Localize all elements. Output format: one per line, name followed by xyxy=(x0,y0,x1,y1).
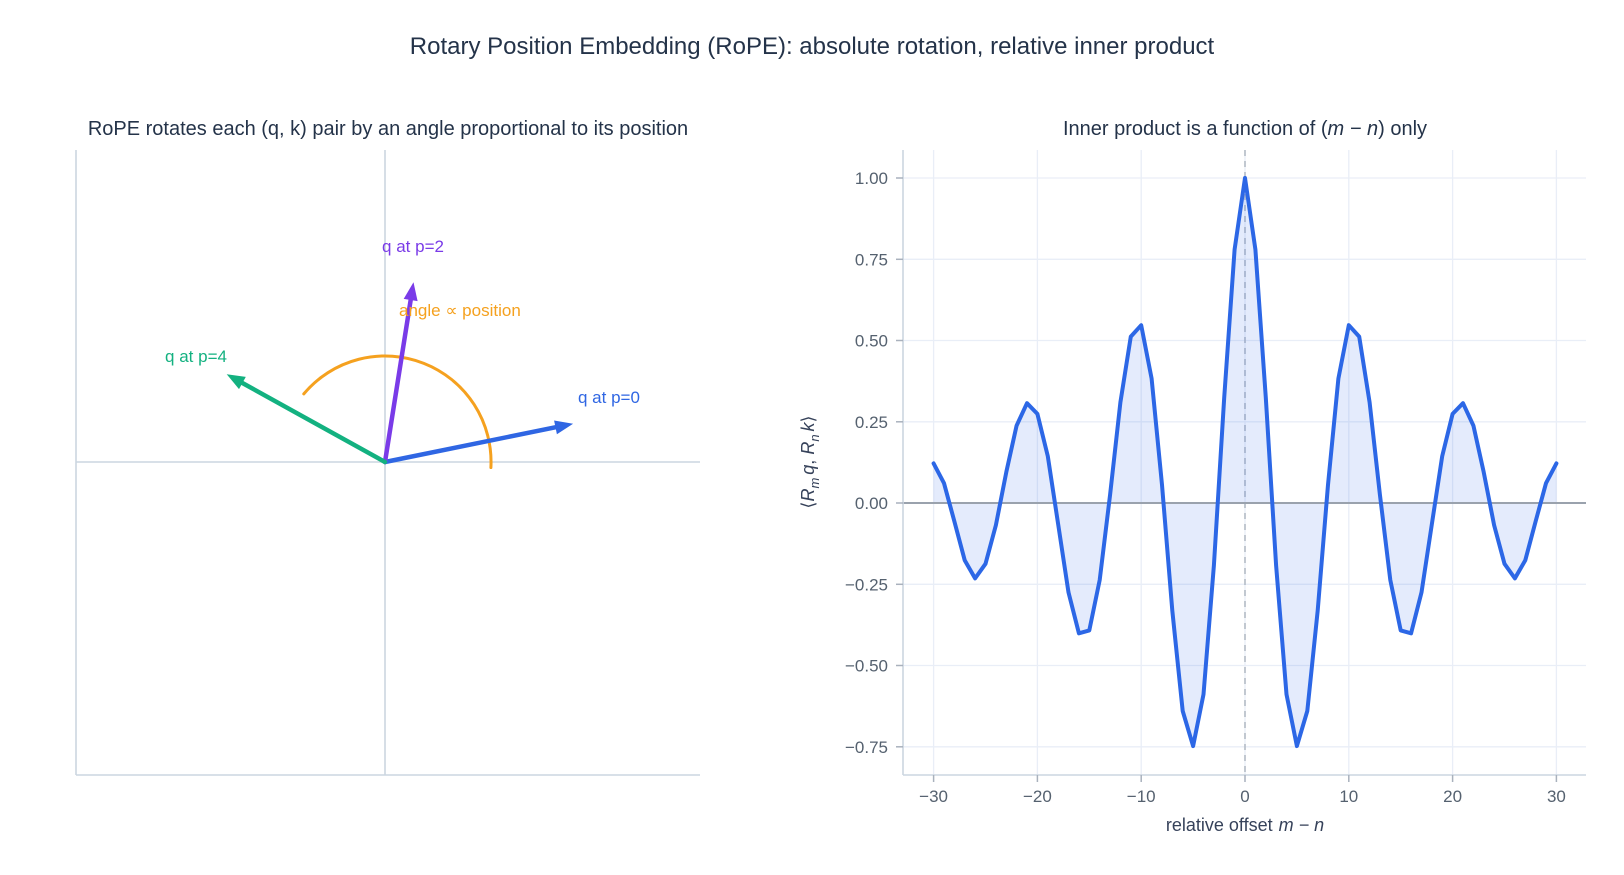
ylabel-R2: R xyxy=(798,441,819,455)
right-panel-title: Inner product is a function of (m − n) o… xyxy=(1063,118,1427,141)
y-axis-label: ⟨Rmq, Rnk⟩ xyxy=(798,415,822,508)
qk-vector-p2 xyxy=(382,291,414,465)
arrow-head-p2 xyxy=(403,282,418,302)
arrow-head-p4 xyxy=(226,374,246,390)
y-tick-label: 1.00 xyxy=(855,169,888,188)
qk-vector-p4 xyxy=(234,377,388,465)
right-panel-title-post: ) only xyxy=(1378,118,1428,140)
ylabel-R1: R xyxy=(798,488,819,502)
y-tick-label: 0.25 xyxy=(855,413,888,432)
ylabel-sep: , xyxy=(798,454,819,465)
ylabel-q: q xyxy=(798,464,819,475)
curve-fill-area xyxy=(933,178,1557,747)
y-tick-label: 0.50 xyxy=(855,332,888,351)
rotation-arc xyxy=(302,354,493,469)
x-axis-label-text: relative offset xyxy=(1165,815,1273,835)
arrow-head-p0 xyxy=(554,420,574,435)
x-axis-label: relative offset m − n xyxy=(1166,815,1324,836)
x-tick-label: −30 xyxy=(919,787,948,806)
arc-label: angle ∝ position xyxy=(399,301,521,320)
x-tick-label: −10 xyxy=(1127,787,1156,806)
left-panel-title: RoPE rotates each (q, k) pair by an angl… xyxy=(87,118,689,140)
x-axis-label-math: m − n xyxy=(1278,815,1325,835)
vector-label-p2: q at p=2 xyxy=(382,237,444,256)
vector-label-p4: q at p=4 xyxy=(165,347,227,366)
angle-bracket-open: ⟨ xyxy=(798,501,819,509)
y-tick-label: 0.75 xyxy=(855,250,888,269)
x-tick-label: 0 xyxy=(1240,787,1249,806)
x-tick-label: 20 xyxy=(1443,787,1462,806)
inner-product-curve xyxy=(931,176,1559,749)
x-tick-label: −20 xyxy=(1023,787,1052,806)
y-tick-label: −0.25 xyxy=(845,575,888,594)
x-tick-label: 30 xyxy=(1547,787,1566,806)
y-tick-label: −0.75 xyxy=(845,738,888,757)
angle-bracket-close: ⟩ xyxy=(798,415,819,423)
qk-vector-p0 xyxy=(382,423,564,465)
ylabel-sub-n: n xyxy=(806,434,822,442)
right-panel-title-math: m − n xyxy=(1327,118,1379,140)
ylabel-k: k xyxy=(798,422,819,432)
ylabel-sub-m: m xyxy=(806,477,822,489)
y-tick-label: 0.00 xyxy=(855,494,888,513)
vector-label-p0: q at p=0 xyxy=(578,388,640,407)
figure-title: Rotary Position Embedding (RoPE): absolu… xyxy=(409,33,1215,60)
y-tick-label: −0.50 xyxy=(845,657,888,676)
x-tick-label: 10 xyxy=(1339,787,1358,806)
right-panel-title-pre: Inner product is a function of ( xyxy=(1062,118,1328,140)
